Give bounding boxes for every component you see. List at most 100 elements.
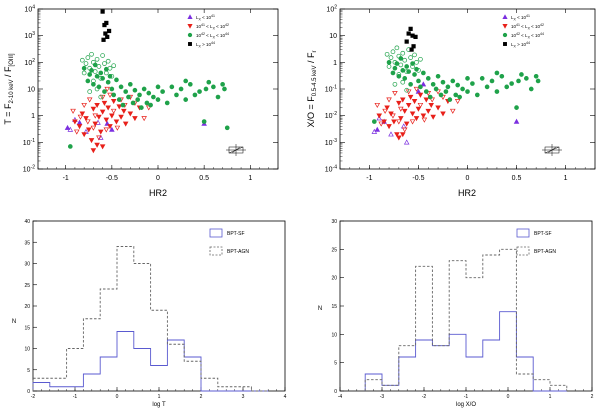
data-point bbox=[111, 92, 117, 98]
y-tick-label: 10 bbox=[329, 33, 337, 40]
data-point bbox=[399, 132, 406, 138]
data-point-open bbox=[104, 86, 111, 92]
x-axis-label: HR2 bbox=[458, 188, 476, 198]
data-point bbox=[118, 114, 124, 120]
data-point bbox=[423, 97, 430, 103]
legend: BPT-SF BPT-AGN bbox=[516, 228, 556, 256]
legend-marker bbox=[187, 14, 193, 19]
y-tick-label: 30 bbox=[24, 262, 30, 268]
x-ticks: -2 -1 0 1 2 3 4 bbox=[31, 387, 287, 400]
x-tick-label: 2 bbox=[591, 394, 594, 400]
data-point bbox=[116, 104, 123, 110]
data-point-open bbox=[99, 94, 106, 100]
data-point bbox=[139, 105, 144, 110]
data-point bbox=[64, 124, 71, 130]
data-point bbox=[220, 81, 225, 87]
x-tick-label: 2 bbox=[200, 394, 203, 400]
data-point-open bbox=[114, 125, 121, 131]
data-point bbox=[155, 84, 161, 90]
error-bar-glyph bbox=[542, 144, 562, 156]
data-point-open bbox=[382, 108, 388, 114]
data-point-open bbox=[94, 56, 100, 62]
data-point-open bbox=[413, 86, 420, 92]
data-point-open bbox=[67, 126, 74, 132]
data-point bbox=[427, 94, 433, 100]
data-point bbox=[192, 92, 198, 98]
data-point-open bbox=[77, 114, 84, 120]
data-point-open bbox=[90, 125, 97, 131]
data-point-open bbox=[109, 73, 115, 79]
data-point-open bbox=[403, 139, 410, 145]
data-point bbox=[430, 81, 436, 87]
x-axis-label: log T bbox=[152, 402, 166, 408]
legend-label: BPT-SF bbox=[534, 231, 552, 237]
data-point bbox=[443, 89, 449, 94]
data-point bbox=[99, 109, 106, 115]
y-ticks: 10-4 10-3 10-2 10-1 1 10 102 bbox=[325, 5, 595, 174]
data-point bbox=[85, 127, 92, 133]
data-point bbox=[450, 78, 456, 84]
data-point-open bbox=[392, 81, 398, 87]
data-point bbox=[415, 106, 422, 112]
y-tick-label: 104 bbox=[24, 5, 35, 14]
x-tick-label: -1 bbox=[366, 175, 372, 182]
data-point-open bbox=[404, 87, 410, 93]
y-tick-label: 10-1 bbox=[23, 138, 35, 147]
data-point-open bbox=[98, 76, 104, 81]
x-tick-label: 3 bbox=[242, 394, 245, 400]
data-point bbox=[222, 86, 227, 92]
data-point bbox=[509, 81, 514, 86]
data-point bbox=[445, 84, 451, 90]
data-point-open bbox=[111, 63, 117, 68]
legend-label: BPT-AGN bbox=[227, 249, 249, 255]
legend-marker bbox=[187, 24, 193, 29]
data-point bbox=[516, 78, 521, 84]
data-point-open bbox=[421, 117, 428, 123]
data-point bbox=[113, 119, 120, 125]
data-point bbox=[110, 99, 117, 105]
plot-frame bbox=[339, 220, 593, 392]
data-point bbox=[465, 76, 470, 81]
x-tick-label: 0 bbox=[156, 175, 160, 182]
data-point bbox=[423, 89, 429, 94]
data-point-open bbox=[70, 108, 76, 114]
data-point bbox=[417, 92, 424, 98]
data-point-open bbox=[400, 50, 406, 56]
y-tick-label: 10 bbox=[331, 332, 337, 338]
legend-label: 1041 < LX < 1042 bbox=[196, 23, 229, 31]
data-point bbox=[433, 86, 439, 92]
panel-xo-vs-hr2: -1 -0.5 0 0.5 1 10-4 10-3 10-2 10-1 1 10 102 HR2 X… bbox=[306, 5, 596, 198]
error-bar-glyph bbox=[226, 144, 246, 156]
data-point bbox=[85, 78, 91, 84]
data-point-open bbox=[388, 131, 394, 137]
data-point bbox=[135, 97, 141, 102]
data-point bbox=[183, 78, 189, 84]
data-point bbox=[76, 124, 83, 130]
data-point bbox=[103, 117, 110, 123]
data-point bbox=[87, 72, 93, 77]
x-tick-label: 1 bbox=[158, 394, 161, 400]
data-point bbox=[396, 100, 402, 106]
data-point bbox=[401, 108, 408, 114]
histogram-bpt-agn bbox=[32, 246, 269, 392]
x-tick-label: 0.5 bbox=[512, 175, 522, 182]
data-point-open bbox=[105, 58, 111, 64]
series-circle bbox=[371, 45, 541, 124]
data-point-open bbox=[378, 121, 384, 127]
data-point-open bbox=[416, 68, 421, 73]
panel-hist-logt: -2 -1 0 1 2 3 4 0 5 10 15 20 25 30 35 40 log T N BPT-S… bbox=[12, 219, 287, 408]
x-tick-label: 0 bbox=[116, 394, 119, 400]
y-tick-label: 10-2 bbox=[23, 165, 35, 174]
data-point bbox=[484, 84, 490, 90]
plot-frame bbox=[339, 8, 596, 170]
data-point bbox=[102, 89, 107, 94]
data-point-open bbox=[386, 97, 392, 103]
data-point-open bbox=[85, 119, 91, 125]
data-point-open bbox=[398, 106, 404, 112]
data-point-open bbox=[100, 53, 105, 58]
y-tick-label: 25 bbox=[24, 283, 30, 289]
data-point bbox=[386, 60, 392, 65]
data-point bbox=[374, 126, 381, 132]
data-point bbox=[386, 124, 392, 130]
data-point-open bbox=[83, 61, 89, 66]
